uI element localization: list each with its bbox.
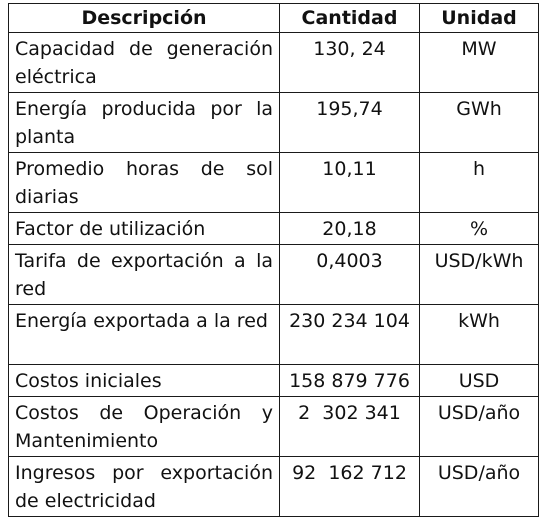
table-row: Costos iniciales 158 879 776 USD — [8, 364, 539, 397]
header-quantity: Cantidad — [279, 3, 420, 33]
row-quantity: 230 234 104 — [279, 304, 420, 365]
row-description: Costos iniciales — [8, 364, 280, 397]
row-quantity: 158 879 776 — [279, 364, 420, 397]
table-row: Ingresos por exportación de electricidad… — [8, 456, 539, 517]
table-row: Factor de utilización 20,18 % — [8, 212, 539, 245]
row-unit: USD/año — [419, 396, 539, 457]
row-description: Costos de Operación y Mantenimiento — [8, 396, 280, 457]
table-body: Capacidad de generación eléctrica 130, 2… — [8, 32, 539, 517]
header-description: Descripción — [8, 3, 280, 33]
table-row: Tarifa de exportación a la red 0,4003 US… — [8, 244, 539, 305]
row-quantity: 0,4003 — [279, 244, 420, 305]
row-description: Tarifa de exportación a la red — [8, 244, 280, 305]
header-row: Descripción Cantidad Unidad — [8, 3, 539, 33]
row-quantity: 92 162 712 — [279, 456, 420, 517]
row-unit: kWh — [419, 304, 539, 365]
row-quantity: 130, 24 — [279, 32, 420, 93]
row-unit: h — [419, 152, 539, 213]
row-description: Factor de utilización — [8, 212, 280, 245]
row-unit: USD — [419, 364, 539, 397]
row-description: Energía exportada a la red — [8, 304, 280, 365]
table-row: Energía producida por la planta 195,74 G… — [8, 92, 539, 153]
table-row: Costos de Operación y Mantenimiento 2 30… — [8, 396, 539, 457]
row-unit: USD/año — [419, 456, 539, 517]
data-table: Descripción Cantidad Unidad Capacidad de… — [8, 3, 539, 517]
row-unit: MW — [419, 32, 539, 93]
table-header: Descripción Cantidad Unidad — [8, 3, 539, 33]
row-description: Energía producida por la planta — [8, 92, 280, 153]
row-quantity: 195,74 — [279, 92, 420, 153]
row-unit: USD/kWh — [419, 244, 539, 305]
row-description: Ingresos por exportación de electricidad — [8, 456, 280, 517]
table-row: Promedio horas de sol diarias 10,11 h — [8, 152, 539, 213]
document-page: Descripción Cantidad Unidad Capacidad de… — [8, 3, 539, 517]
row-description: Capacidad de generación eléctrica — [8, 32, 280, 93]
row-quantity: 20,18 — [279, 212, 420, 245]
row-unit: % — [419, 212, 539, 245]
row-quantity: 2 302 341 — [279, 396, 420, 457]
header-unit: Unidad — [419, 3, 539, 33]
table-row: Energía exportada a la red 230 234 104 k… — [8, 304, 539, 365]
row-quantity: 10,11 — [279, 152, 420, 213]
row-description: Promedio horas de sol diarias — [8, 152, 280, 213]
table-row: Capacidad de generación eléctrica 130, 2… — [8, 32, 539, 93]
row-unit: GWh — [419, 92, 539, 153]
